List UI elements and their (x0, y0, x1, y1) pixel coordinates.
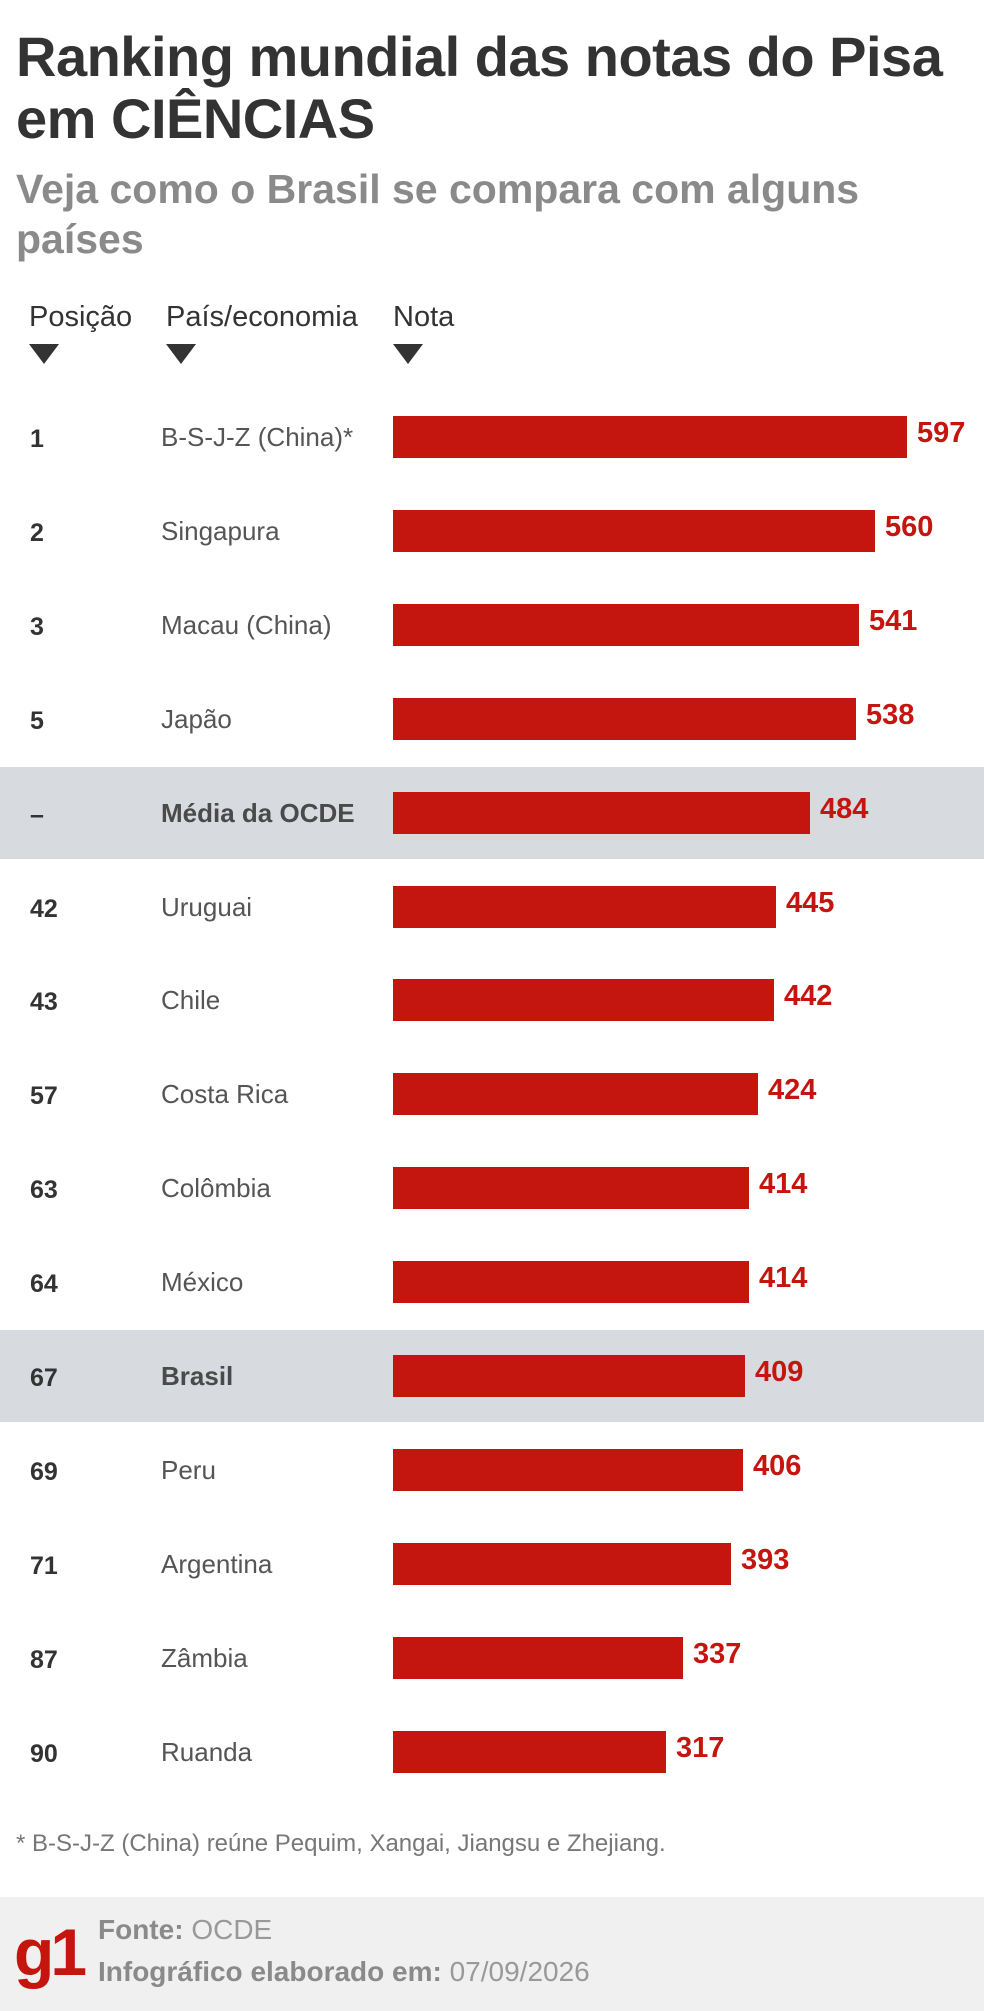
score-value-label: 442 (784, 980, 833, 1013)
row-rank: 5 (30, 706, 44, 735)
column-header-country: País/economia (166, 300, 358, 364)
row-rank: 57 (30, 1082, 58, 1111)
row-country-label: Peru (161, 1454, 216, 1485)
row-rank: 43 (30, 988, 58, 1017)
score-value-label: 414 (759, 1168, 808, 1201)
score-bar (393, 885, 776, 928)
score-value-label: 541 (869, 604, 918, 637)
row-country-label: Singapura (161, 515, 280, 546)
score-value-label: 406 (753, 1449, 802, 1482)
row-rank: 69 (30, 1457, 58, 1486)
g1-logo: g1 (14, 1915, 87, 1989)
row-country-label: Brasil (161, 1361, 234, 1391)
row-country-label: Japão (161, 703, 232, 734)
score-bar (393, 509, 875, 552)
score-bar (393, 979, 774, 1022)
chart-subtitle: Veja como o Brasil se compara com alguns… (16, 166, 860, 262)
score-value-label: 393 (741, 1543, 790, 1576)
score-value-label: 484 (820, 792, 869, 825)
source-value: OCDE (191, 1914, 273, 1945)
score-value-label: 538 (866, 698, 915, 731)
row-rank: 67 (30, 1364, 58, 1392)
row-country-label: Ruanda (161, 1736, 253, 1767)
score-bar (393, 791, 810, 834)
score-bar (393, 416, 907, 458)
sort-arrow-icon (166, 344, 196, 364)
score-bar (393, 1448, 743, 1491)
score-value-label: 337 (693, 1637, 742, 1670)
row-rank: 87 (30, 1645, 58, 1674)
row-rank: 2 (30, 518, 44, 547)
row-country-label: Macau (China) (161, 609, 332, 640)
score-bar (393, 603, 859, 646)
score-value-label: 597 (917, 417, 966, 449)
sort-arrow-icon (393, 344, 423, 364)
row-country-label: Média da OCDE (161, 797, 355, 828)
footer: g1 Fonte: OCDE Infográfico elaborado em:… (0, 1897, 984, 2011)
score-bar (393, 1073, 758, 1116)
column-header-score: Nota (393, 300, 454, 364)
row-country-label: Argentina (161, 1548, 273, 1579)
bar-chart: 1 B-S-J-Z (China)* 597 2 Singapura 560 3 Macau … (0, 416, 984, 1773)
score-value-label: 445 (786, 886, 835, 919)
row-country-label: Colômbia (161, 1173, 271, 1204)
row-rank: 63 (30, 1176, 58, 1205)
row-rank: 3 (30, 612, 44, 641)
source-line: Fonte: OCDE (98, 1913, 272, 1947)
date-line: Infográfico elaborado em: 07/09/2026 (98, 1955, 590, 1989)
row-rank: 71 (30, 1551, 58, 1580)
score-bar (393, 1167, 749, 1210)
row-country-label: Chile (161, 985, 221, 1016)
row-country-label: México (161, 1267, 244, 1298)
footnote: * B-S-J-Z (China) reúne Pequim, Xangai, … (16, 1830, 666, 1857)
score-value-label: 414 (759, 1262, 808, 1295)
row-rank: 42 (30, 894, 58, 923)
sort-arrow-icon (29, 344, 59, 364)
score-bar (393, 1261, 749, 1304)
row-country-label: Uruguai (161, 891, 253, 922)
date-value: 07/09/2026 (449, 1956, 590, 1987)
score-value-label: 317 (676, 1731, 725, 1764)
source-label: Fonte: (98, 1914, 184, 1945)
score-bar (393, 1730, 666, 1773)
chart-title: Ranking mundial das notas do Pisa em CIÊ… (16, 25, 943, 150)
column-header-score-label: Nota (393, 301, 455, 333)
row-country-label: Costa Rica (161, 1079, 289, 1110)
score-value-label: 424 (768, 1074, 817, 1107)
row-rank: – (30, 800, 44, 829)
score-bar (393, 1355, 745, 1397)
score-bar (393, 697, 856, 740)
date-label: Infográfico elaborado em: (98, 1956, 442, 1987)
row-country-label: B-S-J-Z (China)* (161, 422, 354, 452)
row-rank: 1 (30, 425, 44, 453)
row-country-label: Zâmbia (161, 1642, 248, 1673)
row-rank: 90 (30, 1739, 58, 1768)
column-header-country-label: País/economia (166, 301, 358, 333)
score-value-label: 560 (885, 510, 934, 543)
score-value-label: 409 (755, 1356, 804, 1388)
row-rank: 64 (30, 1270, 58, 1299)
column-header-position: Posição (29, 300, 132, 364)
score-bar (393, 1542, 731, 1585)
score-bar (393, 1636, 683, 1679)
column-header-position-label: Posição (29, 301, 133, 333)
